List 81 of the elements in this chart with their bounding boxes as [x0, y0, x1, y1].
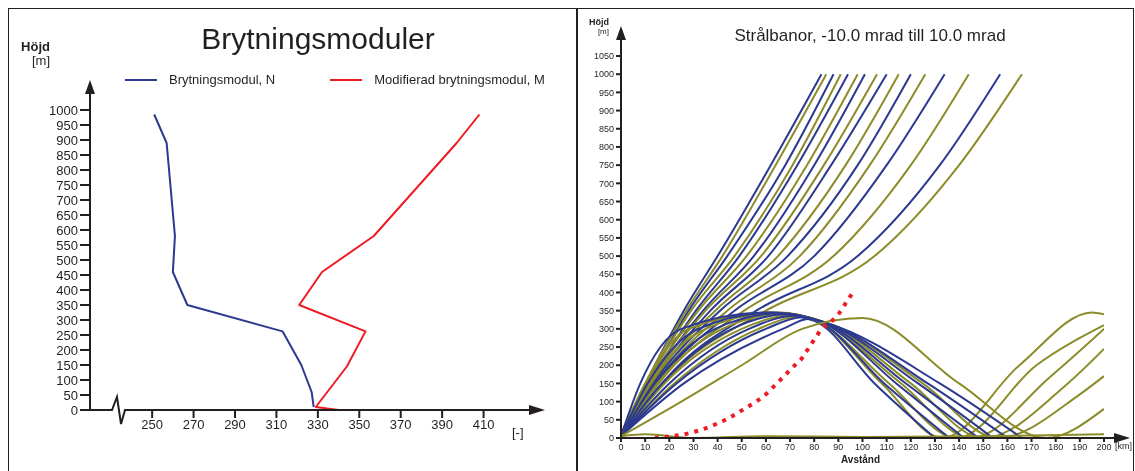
- y-tick-label: 800: [598, 142, 614, 153]
- x-tick-label: 100: [854, 442, 871, 453]
- y-tick-label: 600: [56, 222, 78, 238]
- chart-title: Brytningsmoduler: [201, 22, 435, 55]
- y-tick-label: 700: [598, 178, 614, 189]
- x-tick-label: 350: [348, 417, 371, 433]
- y-tick-label: 250: [598, 342, 614, 353]
- y-tick-label: 1050: [593, 51, 614, 62]
- legend-label: Modifierad brytningsmodul, M: [374, 72, 545, 87]
- y-tick-label: 900: [56, 132, 78, 148]
- x-tick-label: 370: [389, 417, 412, 433]
- x-tick-label: 50: [736, 442, 747, 453]
- y-tick-label: 850: [56, 147, 78, 163]
- y-tick-label: 600: [598, 214, 614, 225]
- x-tick-label: 140: [951, 442, 967, 453]
- x-tick-label: 250: [141, 417, 163, 433]
- x-tick-label: 330: [307, 417, 329, 433]
- y-tick-label: 1000: [593, 69, 614, 80]
- x-tick-label: 180: [1048, 442, 1064, 453]
- y-tick-label: 700: [56, 192, 78, 208]
- y-axis-title: Höjd [m]: [588, 17, 609, 37]
- y-tick-label: 450: [598, 269, 614, 280]
- x-tick-label: 200: [1096, 442, 1112, 453]
- y-tick-label: 400: [598, 287, 614, 298]
- x-tick-label: 0: [618, 442, 624, 453]
- y-tick-label: 750: [56, 177, 78, 193]
- x-tick-label: 130: [927, 442, 943, 453]
- y-tick-label: 200: [56, 342, 78, 358]
- x-tick-label: 410: [472, 417, 495, 433]
- y-tick-label: 950: [56, 117, 78, 133]
- x-tick-label: 150: [975, 442, 991, 453]
- y-tick-label: 0: [70, 402, 78, 418]
- y-tick-label: 750: [598, 160, 614, 171]
- y-tick-label: 150: [56, 357, 78, 373]
- y-tick-label: 900: [598, 105, 614, 116]
- y-tick-label: 350: [56, 297, 78, 313]
- x-tick-label: 90: [833, 442, 844, 453]
- x-tick-label: 290: [224, 417, 246, 433]
- y-tick-label: 500: [56, 252, 78, 268]
- x-tick-label: 30: [688, 442, 699, 453]
- x-tick-label: 40: [712, 442, 723, 453]
- x-tick-label: 110: [879, 442, 894, 453]
- y-tick-label: 850: [598, 123, 614, 134]
- x-tick-label: 270: [182, 417, 205, 433]
- x-axis-title: Avstånd: [841, 454, 881, 465]
- y-axis-title: Höjd [m]: [20, 39, 50, 69]
- y-tick-label: 300: [56, 312, 78, 328]
- y-tick-label: 950: [598, 87, 614, 98]
- x-tick-label: 10: [640, 442, 651, 453]
- y-tick-label: 50: [63, 387, 78, 403]
- legend-label: Brytningsmodul, N: [169, 72, 276, 87]
- x-tick-label: 170: [1024, 442, 1040, 453]
- y-tick-label: 0: [608, 433, 614, 444]
- text: [km]: [1115, 441, 1132, 451]
- y-tick-label: 500: [598, 251, 614, 262]
- y-tick-label: 800: [56, 162, 78, 178]
- y-tick-label: 300: [598, 324, 614, 335]
- x-tick-label: 310: [265, 417, 288, 433]
- y-tick-label: 650: [598, 196, 614, 207]
- x-tick-label: 120: [903, 442, 919, 453]
- x-tick-label: 160: [999, 442, 1015, 453]
- y-tick-label: 550: [598, 233, 614, 244]
- x-tick-label: 390: [431, 417, 453, 433]
- y-tick-label: 550: [56, 237, 78, 253]
- x-tick-label: 80: [809, 442, 820, 453]
- chart-title: Strålbanor, -10.0 mrad till 10.0 mrad: [734, 26, 1006, 45]
- x-tick-label: 190: [1072, 442, 1088, 453]
- x-tick-label: 60: [760, 442, 771, 453]
- x-tick-label: 70: [785, 442, 796, 453]
- y-tick-label: 100: [56, 372, 78, 388]
- x-axis-title: [-]: [512, 425, 524, 440]
- y-tick-label: 200: [598, 360, 614, 371]
- y-tick-label: 1000: [49, 102, 78, 118]
- y-tick-label: 100: [598, 396, 614, 407]
- y-tick-label: 150: [598, 378, 614, 389]
- y-tick-label: 650: [56, 207, 78, 223]
- y-tick-label: 250: [56, 327, 78, 343]
- x-tick-label: 20: [664, 442, 675, 453]
- y-tick-label: 450: [56, 267, 78, 283]
- y-tick-label: 350: [598, 305, 614, 316]
- y-tick-label: 400: [56, 282, 78, 298]
